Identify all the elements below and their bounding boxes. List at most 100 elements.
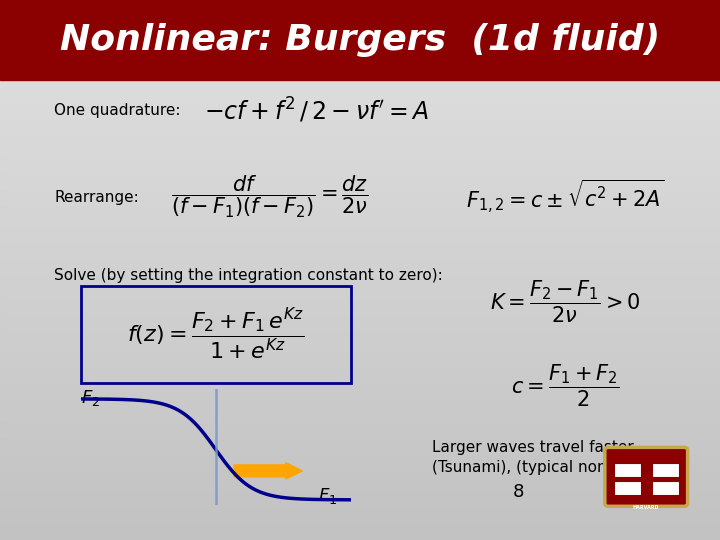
Bar [0,184,720,189]
Text: HARVARD: HARVARD [633,504,660,510]
Bar [0,92,720,97]
Bar [0,308,720,313]
Bar [0,470,720,475]
Bar [0,227,720,232]
Bar [0,416,720,421]
Bar [0,124,720,130]
Bar [0,265,720,270]
Bar [0,394,720,400]
Bar [0,437,720,443]
Bar [0,389,720,394]
Bar [0,162,720,167]
Bar [0,238,720,243]
Bar [652,463,678,477]
Bar [0,38,720,43]
Bar [0,108,720,113]
Bar [0,281,720,286]
Text: Solve (by setting the integration constant to zero):: Solve (by setting the integration consta… [54,268,443,283]
Bar [0,27,720,32]
Bar [0,49,720,54]
Bar [0,443,720,448]
Bar [0,270,720,275]
Bar [0,459,720,464]
Bar [0,351,720,356]
Bar [0,135,720,140]
Bar [0,11,720,16]
Bar [0,335,720,340]
Bar [0,232,720,238]
Text: Larger waves travel faster: Larger waves travel faster [432,440,634,455]
Text: $K = \dfrac{F_2 - F_1}{2\nu} > 0$: $K = \dfrac{F_2 - F_1}{2\nu} > 0$ [490,279,641,326]
Bar [0,464,720,470]
Bar [0,432,720,437]
Bar [0,43,720,49]
Bar [0,146,720,151]
Bar [0,97,720,103]
Bar [0,16,720,22]
Bar [0,157,720,162]
Bar [0,86,720,92]
Bar [0,275,720,281]
Bar [0,362,720,367]
Bar [0,313,720,319]
Bar [0,189,720,194]
Text: One quadrature:: One quadrature: [54,103,181,118]
Bar [0,211,720,216]
Bar [0,324,720,329]
FancyBboxPatch shape [605,447,688,507]
Bar [0,216,720,221]
Bar [0,508,720,513]
Bar [0,119,720,124]
Bar [0,513,720,518]
Text: Nonlinear: Burgers  (1d fluid): Nonlinear: Burgers (1d fluid) [60,23,660,57]
FancyArrow shape [234,463,302,479]
Text: $F_2$: $F_2$ [81,388,100,408]
Bar [0,259,720,265]
Bar [0,54,720,59]
Bar [0,167,720,173]
Bar [0,130,720,135]
Bar [0,427,720,432]
Text: 8: 8 [513,483,524,502]
Bar [0,22,720,27]
Bar [0,383,720,389]
Bar [0,65,720,70]
Bar [0,356,720,362]
Text: $c = \dfrac{F_1 + F_2}{2}$: $c = \dfrac{F_1 + F_2}{2}$ [511,363,619,409]
Bar [0,59,720,65]
Bar [0,243,720,248]
Bar [0,373,720,378]
Bar [0,194,720,200]
Bar [0,448,720,454]
Bar [0,254,720,259]
Bar [0,319,720,324]
Bar [0,421,720,427]
Bar [0,0,720,5]
Bar [0,497,720,502]
Text: $-cf + f^2\,/\,2 - \nu f^{\prime} = A$: $-cf + f^2\,/\,2 - \nu f^{\prime} = A$ [204,96,429,125]
Bar [0,367,720,373]
Bar [0,70,720,76]
Bar [0,286,720,292]
Bar [652,481,678,495]
Bar [0,481,720,486]
Bar [0,529,720,535]
Text: $\dfrac{df}{(f-F_1)(f-F_2)} = \dfrac{dz}{2\nu}$: $\dfrac{df}{(f-F_1)(f-F_2)} = \dfrac{dz}… [171,174,369,220]
Bar [0,524,720,529]
Bar [0,340,720,346]
Bar [0,81,720,86]
Bar [0,205,720,211]
Bar [0,76,720,81]
Bar [0,491,720,497]
Bar [0,378,720,383]
Bar [0,518,720,524]
Bar [0,178,720,184]
Bar [0,410,720,416]
Bar [0,292,720,297]
Bar [0,535,720,540]
Bar [0,329,720,335]
Bar [0,151,720,157]
Bar [0,140,720,146]
Bar [0,248,720,254]
Bar [0,297,720,302]
